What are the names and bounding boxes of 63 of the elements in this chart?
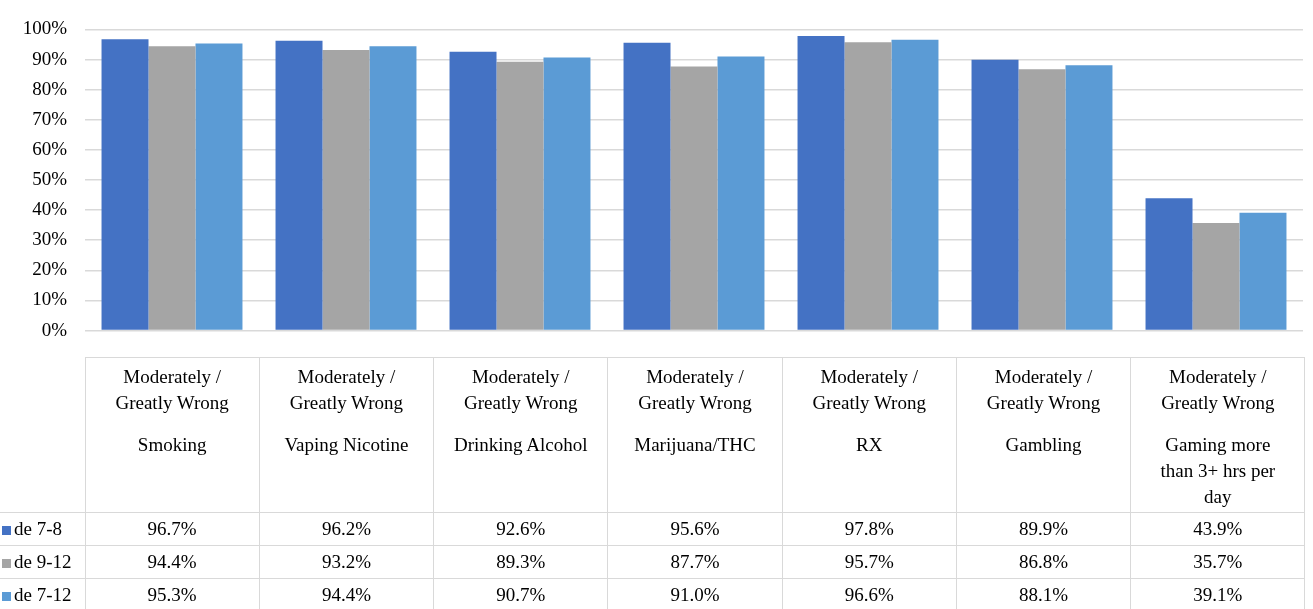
bar	[844, 42, 892, 330]
bar	[623, 42, 671, 330]
data-label: 95.7%	[782, 545, 957, 579]
data-label: 93.2%	[259, 545, 434, 579]
data-label: 91.0%	[607, 578, 783, 609]
bar	[275, 40, 323, 330]
x-tick-label: Moderately / Greatly Wrong RX	[811, 365, 927, 457]
y-tick-label: 70%	[32, 107, 68, 129]
bar	[797, 36, 845, 330]
bar	[322, 49, 370, 330]
y-tick-label: 40%	[32, 198, 68, 220]
bar	[971, 59, 1019, 330]
data-label: 95.3%	[85, 578, 260, 609]
data-label: 88.1%	[956, 578, 1131, 609]
x-tick-label: Moderately / Greatly Wrong Drinking Alcohol	[452, 365, 589, 457]
bar	[670, 66, 718, 330]
data-label: 86.8%	[956, 545, 1131, 579]
bar	[449, 51, 497, 330]
x-tick-label: Moderately / Greatly Wrong Gambling	[985, 365, 1102, 457]
x-tick-label: Moderately / Greatly Wrong Smoking	[114, 365, 230, 457]
data-label: 96.6%	[782, 578, 957, 609]
bar	[717, 56, 765, 330]
data-label: 94.4%	[85, 545, 260, 579]
data-label: 35.7%	[1130, 545, 1305, 579]
y-tick-label: 100%	[22, 17, 68, 39]
y-tick-label: 80%	[32, 77, 68, 99]
bar	[1145, 198, 1193, 330]
data-label: 39.1%	[1130, 578, 1305, 609]
y-tick-label: 50%	[32, 167, 68, 189]
data-label: 96.2%	[259, 512, 434, 546]
bar	[543, 57, 591, 330]
y-tick-label: 10%	[32, 288, 68, 310]
data-label: 97.8%	[782, 512, 957, 546]
y-tick-label: 30%	[32, 228, 68, 250]
bar	[496, 61, 544, 330]
data-label: 95.6%	[607, 512, 783, 546]
data-label: 92.6%	[433, 512, 608, 546]
bar	[1018, 69, 1066, 330]
bar	[1192, 223, 1240, 330]
data-label: 96.7%	[85, 512, 260, 546]
bar	[148, 46, 196, 330]
legend-label: de 9-12	[0, 545, 85, 579]
x-tick-label: Moderately / Greatly Wrong Vaping Nicotine	[283, 365, 410, 457]
bar	[1065, 65, 1113, 330]
y-tick-label: 60%	[32, 137, 68, 159]
data-label: 87.7%	[607, 545, 783, 579]
y-tick-label: 20%	[32, 258, 68, 280]
data-label: 94.4%	[259, 578, 434, 609]
data-label: 89.3%	[433, 545, 608, 579]
legend-label: de 7-12	[0, 578, 85, 609]
x-tick-label: Moderately / Greatly Wrong Marijuana/THC	[633, 365, 757, 457]
bar	[101, 39, 149, 330]
data-label: 43.9%	[1130, 512, 1305, 546]
x-tick-label: Moderately / Greatly Wrong Gaming more than 3+ hrs per day	[1159, 365, 1277, 509]
data-label: 89.9%	[956, 512, 1131, 546]
bar	[1239, 212, 1287, 330]
legend-label: de 7-8	[0, 512, 85, 546]
y-tick-label: 90%	[32, 47, 68, 69]
bar	[369, 46, 417, 330]
data-label: 90.7%	[433, 578, 608, 609]
y-tick-label: 0%	[41, 318, 68, 340]
bar	[195, 43, 243, 330]
bar	[891, 39, 939, 330]
